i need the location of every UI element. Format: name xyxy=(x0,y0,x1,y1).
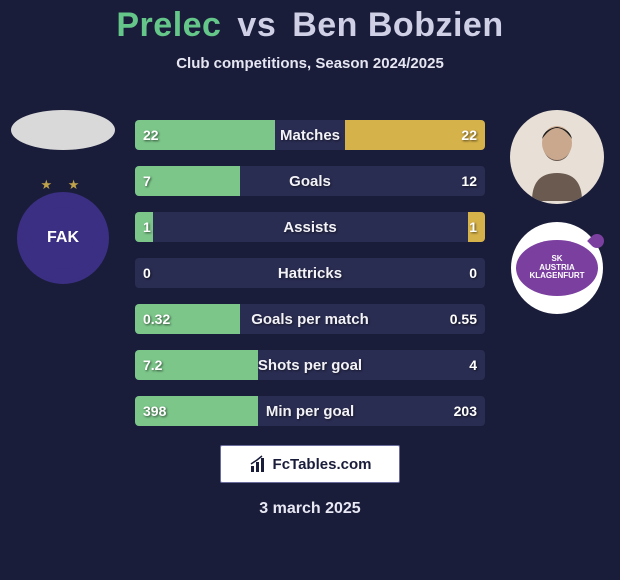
comparison-title: Prelec vs Ben Bobzien xyxy=(0,0,620,45)
stat-bar-player2 xyxy=(468,212,486,242)
stat-bar-player1 xyxy=(135,350,258,380)
stat-value-player2: 0.55 xyxy=(442,304,485,334)
footer-date: 3 march 2025 xyxy=(0,500,620,518)
stat-row: Goals per match0.320.55 xyxy=(135,304,485,334)
club-line3: KLAGENFURT xyxy=(529,272,584,281)
stat-bar-player2 xyxy=(345,120,485,150)
brand-badge: FcTables.com xyxy=(220,445,400,483)
stats-bars: Matches2222 Goals712 Assists11 Hattricks0 0 G… xyxy=(135,120,485,442)
stat-row: Hattricks0 0 xyxy=(135,258,485,288)
stat-bar-player1 xyxy=(135,212,153,242)
player1-column: ★ ★ FAK xyxy=(8,110,118,284)
subtitle: Club competitions, Season 2024/2025 xyxy=(0,55,620,72)
player1-photo-placeholder xyxy=(11,110,115,150)
stat-value-player2: 12 xyxy=(453,166,485,196)
title-vs: vs xyxy=(237,6,276,44)
stat-bar-player1 xyxy=(135,304,240,334)
player2-column: SK AUSTRIA KLAGENFURT xyxy=(502,110,612,314)
player2-club-badge: SK AUSTRIA KLAGENFURT xyxy=(511,222,603,314)
title-player1: Prelec xyxy=(116,6,221,44)
player2-photo xyxy=(510,110,604,204)
stat-label: Hattricks xyxy=(135,258,485,288)
brand-text: FcTables.com xyxy=(273,456,372,473)
stat-bar-player1 xyxy=(135,120,275,150)
stat-row: Shots per goal7.24 xyxy=(135,350,485,380)
stat-bar-player1 xyxy=(135,166,240,196)
club-stars-icon: ★ ★ xyxy=(20,177,106,193)
player2-club-oval: SK AUSTRIA KLAGENFURT xyxy=(516,240,598,296)
stat-value-player2: 0 xyxy=(461,258,485,288)
stat-value-player2: 4 xyxy=(461,350,485,380)
stat-label: Assists xyxy=(135,212,485,242)
stat-row: Matches2222 xyxy=(135,120,485,150)
player1-club-badge: ★ ★ FAK xyxy=(17,192,109,284)
stat-row: Min per goal398203 xyxy=(135,396,485,426)
chart-icon xyxy=(249,454,269,474)
person-silhouette-icon xyxy=(522,121,592,201)
player1-club-short: FAK xyxy=(32,207,94,269)
stat-value-player1: 0 xyxy=(135,258,159,288)
title-player2: Ben Bobzien xyxy=(292,6,503,44)
stat-row: Assists11 xyxy=(135,212,485,242)
stat-bar-player1 xyxy=(135,396,258,426)
stat-value-player2: 203 xyxy=(446,396,485,426)
stat-row: Goals712 xyxy=(135,166,485,196)
